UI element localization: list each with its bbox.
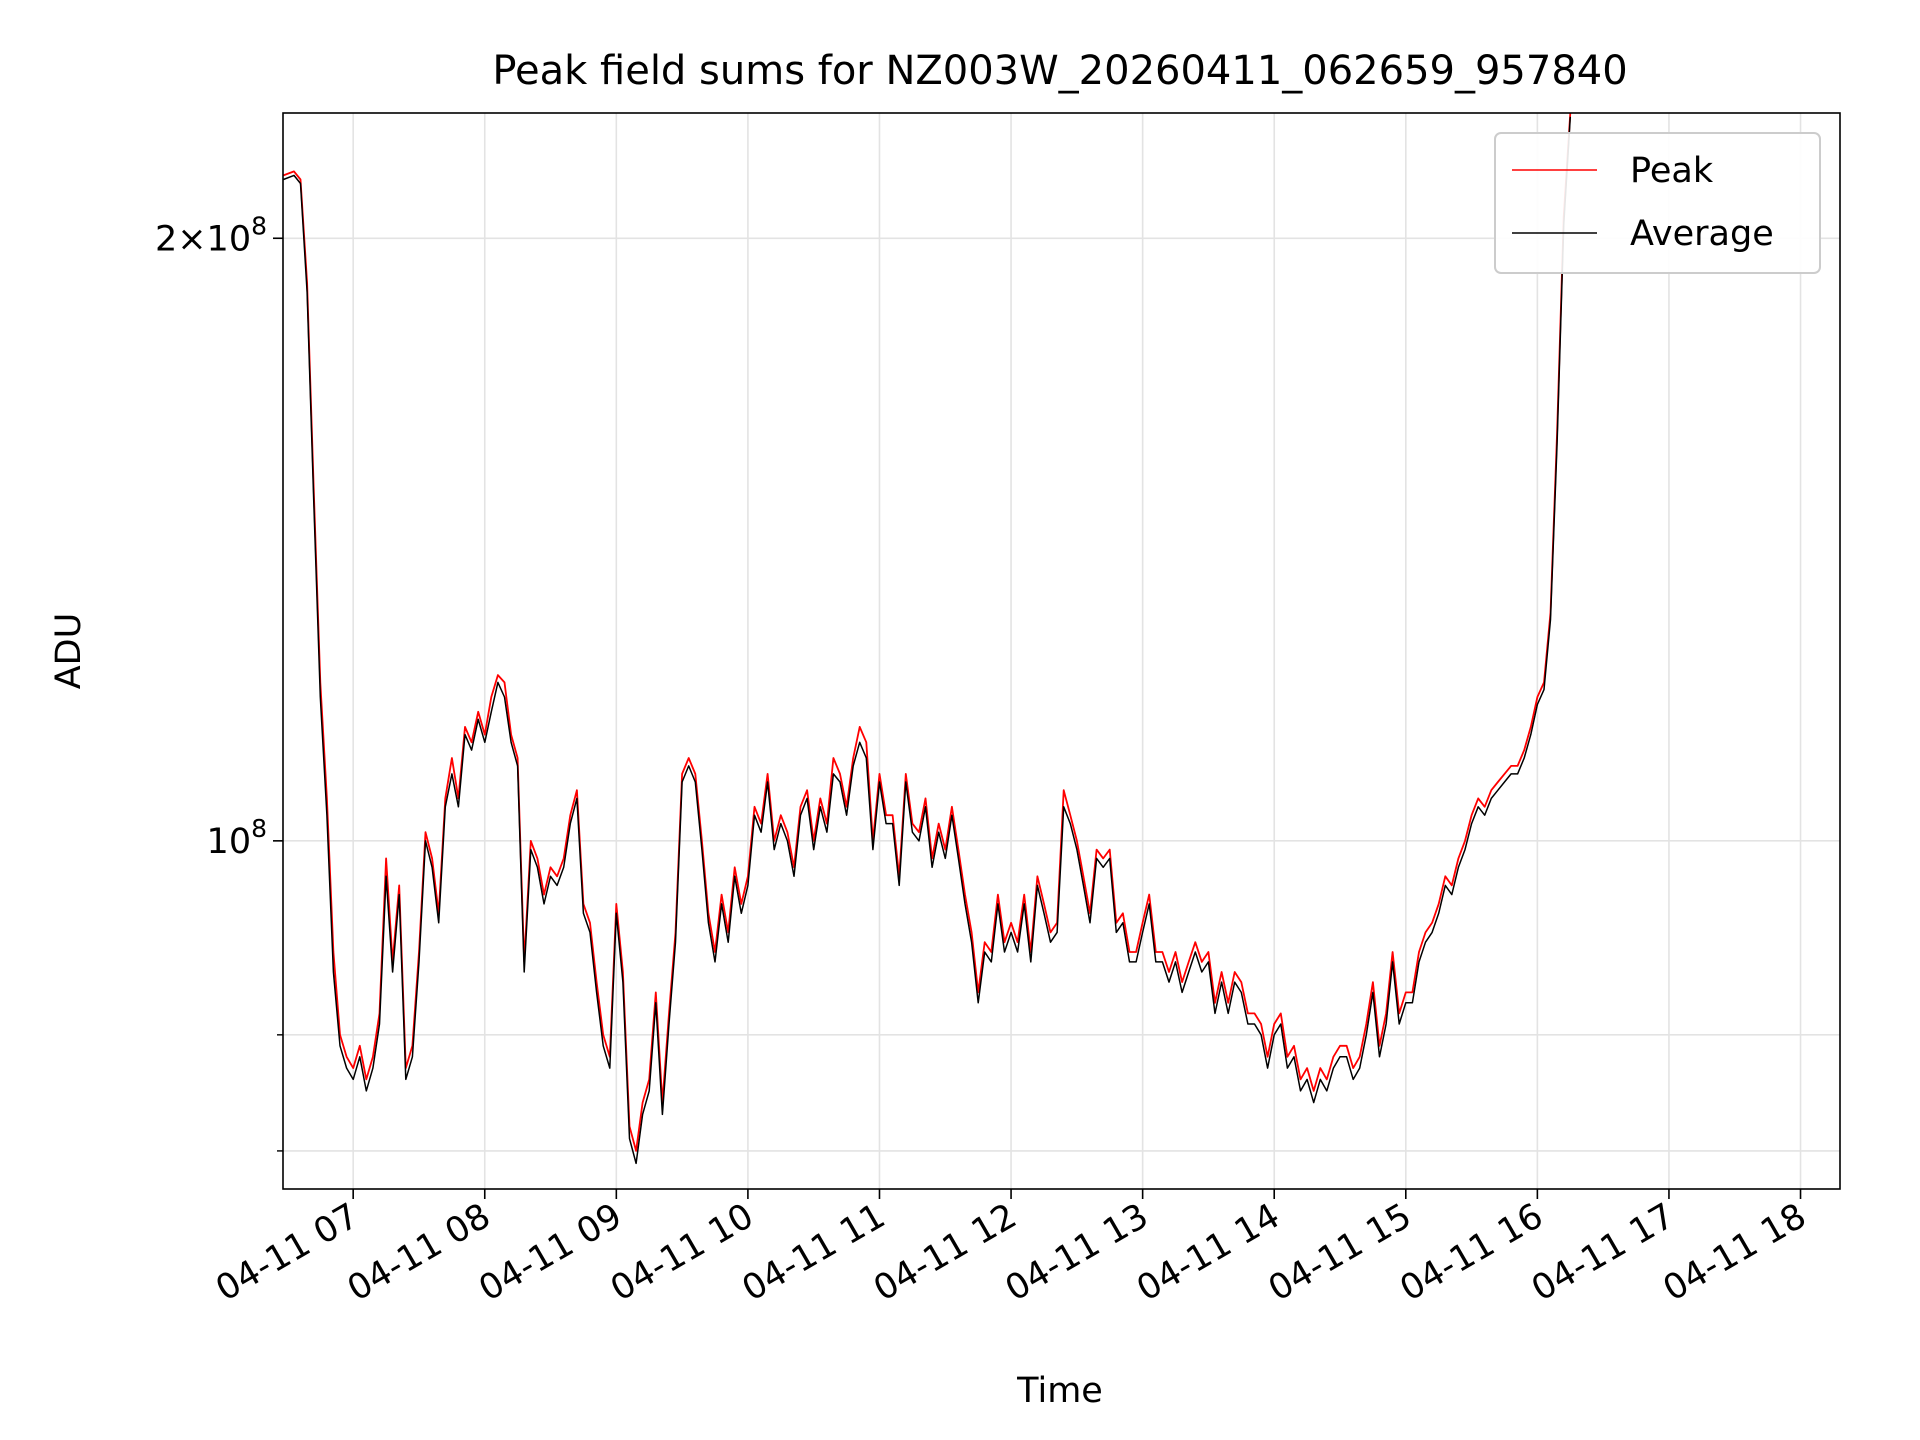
series-line-peak <box>283 112 1572 1152</box>
plot-area <box>283 113 1840 1189</box>
legend-label-average: Average <box>1630 214 1774 254</box>
y-tick-label: 108 <box>207 814 267 862</box>
y-tick-label: 2×108 <box>155 211 267 259</box>
plot-frame <box>282 112 1841 1190</box>
series-layer <box>283 112 1572 1165</box>
y-axis-label: ADU <box>49 613 89 690</box>
legend-label-peak: Peak <box>1630 151 1714 191</box>
chart-title: Peak field sums for NZ003W_20260411_0626… <box>492 48 1627 94</box>
y-axis-ticks: 108 2×108 <box>155 211 283 1152</box>
series-line-average <box>283 116 1572 1165</box>
legend-box <box>1494 132 1821 274</box>
legend: Peak Average <box>1494 132 1821 274</box>
x-axis-label: Time <box>1016 1371 1103 1411</box>
